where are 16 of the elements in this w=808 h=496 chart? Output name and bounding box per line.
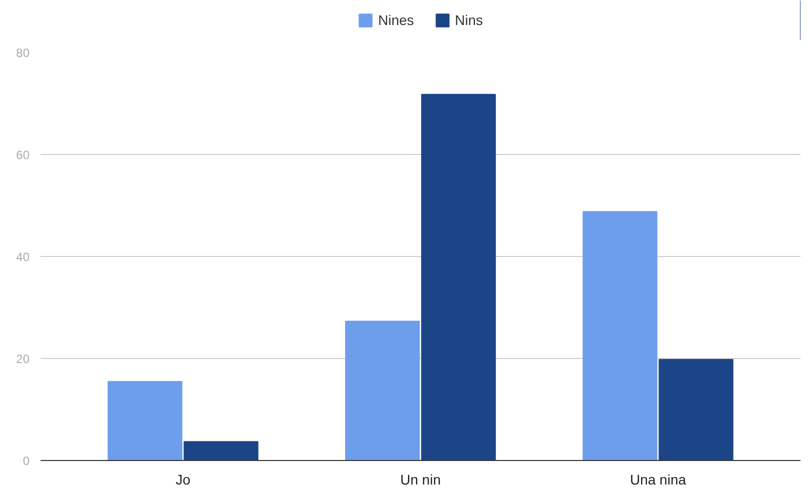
y-tick-label: 60 xyxy=(16,148,30,162)
x-tick-label: Un nin xyxy=(400,472,441,488)
bar xyxy=(184,441,258,460)
y-tick-label: 0 xyxy=(22,454,30,468)
bar xyxy=(582,211,658,460)
legend-label: Nins xyxy=(454,12,483,28)
y-tick-label: 40 xyxy=(16,250,30,264)
y-tick-label: 80 xyxy=(16,46,30,60)
y-tick-label: 20 xyxy=(16,352,30,366)
x-tick-label: Una nina xyxy=(630,472,686,488)
bar xyxy=(345,320,420,460)
bar xyxy=(421,94,496,460)
x-tick-label: Jo xyxy=(176,472,191,488)
legend-label: Nines xyxy=(378,12,414,28)
bar xyxy=(108,380,182,460)
bar xyxy=(658,359,734,460)
